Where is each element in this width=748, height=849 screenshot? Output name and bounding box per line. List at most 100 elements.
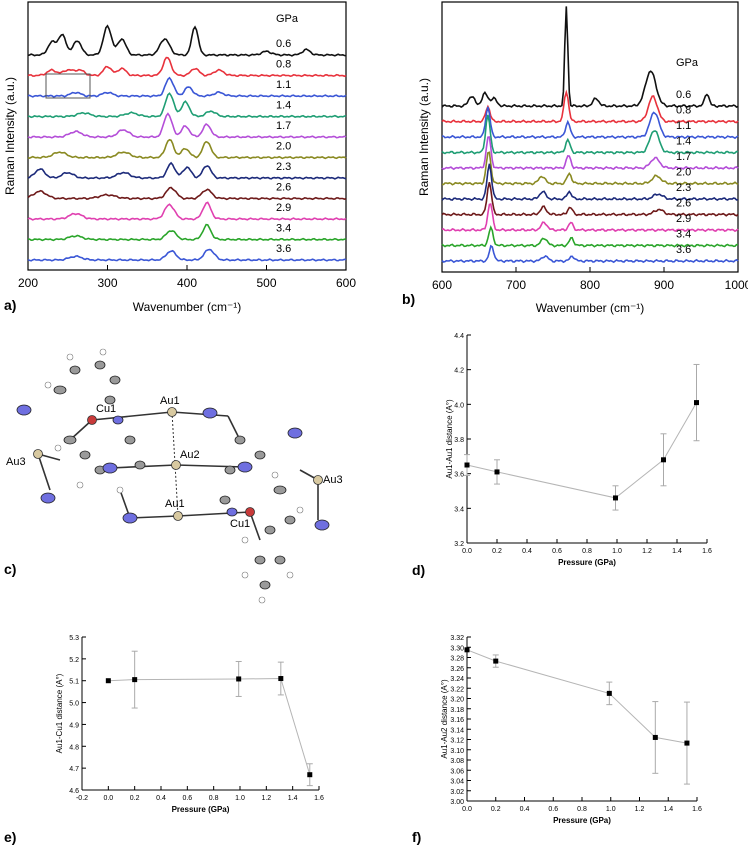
y-axis-label: Au1-Au2 distance (A°) bbox=[440, 679, 449, 759]
data-point bbox=[105, 678, 111, 684]
gold-atoms bbox=[33, 407, 323, 521]
data-point bbox=[278, 676, 284, 682]
panel-label: a) bbox=[4, 297, 16, 313]
y-tick-label: 3.32 bbox=[450, 635, 464, 642]
y-tick-label: 3.04 bbox=[450, 779, 464, 786]
trend-line bbox=[108, 677, 311, 775]
spectrum-line bbox=[27, 76, 347, 98]
x-tick-label: 600 bbox=[336, 276, 356, 290]
spectrum-line bbox=[441, 6, 739, 109]
y-tick-label: 4.9 bbox=[69, 722, 79, 729]
panel-label: e) bbox=[4, 829, 16, 845]
y-tick-label: 3.22 bbox=[450, 686, 464, 693]
atom-label: Au1 bbox=[160, 395, 180, 407]
x-tick-label: 0.2 bbox=[130, 795, 140, 802]
y-axis-label: Au1-Cu1 distance (A°) bbox=[55, 673, 64, 753]
y-tick-label: 3.20 bbox=[450, 697, 464, 704]
x-tick-label: 1.2 bbox=[261, 795, 271, 802]
data-point bbox=[493, 658, 499, 664]
y-tick-label: 5.3 bbox=[69, 635, 79, 642]
x-tick-label: 0.6 bbox=[182, 795, 192, 802]
data-point bbox=[661, 457, 666, 463]
x-axis-label: Pressure (GPa) bbox=[558, 558, 616, 567]
spectrum-line bbox=[27, 248, 347, 262]
y-tick-label: 5.2 bbox=[69, 657, 79, 664]
y-tick-label: 4.8 bbox=[69, 744, 79, 751]
series-label: 2.9 bbox=[276, 202, 291, 214]
data-point bbox=[464, 462, 470, 468]
y-tick-label: 3.8 bbox=[454, 437, 464, 444]
x-tick-label: 800 bbox=[580, 278, 600, 292]
series-label: 2.9 bbox=[676, 213, 691, 225]
series-label: 2.6 bbox=[276, 182, 291, 194]
raman-spectrum-high-wavenumber: 600 700 800 900 1000 Wavenumber (cm⁻¹) Raman I… bbox=[402, 1, 748, 315]
y-tick-label: 3.16 bbox=[450, 717, 464, 724]
spectrum-line bbox=[27, 56, 347, 78]
nitrogen-atoms bbox=[16, 404, 330, 531]
series-label: 3.4 bbox=[276, 223, 291, 235]
x-tick-label: 1.4 bbox=[672, 548, 682, 555]
series-label: 2.6 bbox=[676, 198, 691, 210]
y-tick-label: 3.26 bbox=[450, 666, 464, 673]
spectrum-line bbox=[441, 244, 739, 264]
legend-title: GPa bbox=[676, 57, 699, 69]
x-tick-label: 0.0 bbox=[462, 548, 472, 555]
spectrum-line bbox=[441, 136, 739, 171]
ligand-cluster-top bbox=[53, 360, 146, 475]
series-label: 1.4 bbox=[276, 100, 291, 112]
y-tick-label: 4.4 bbox=[454, 333, 464, 340]
y-tick-label: 3.18 bbox=[450, 707, 464, 714]
series-label: 1.7 bbox=[676, 151, 691, 163]
data-point bbox=[606, 690, 612, 696]
y-tick-label: 4.0 bbox=[454, 402, 464, 409]
series-label: 2.3 bbox=[676, 182, 691, 194]
x-tick-label: 1000 bbox=[725, 278, 748, 292]
y-tick-label: 3.24 bbox=[450, 676, 464, 683]
data-point bbox=[132, 677, 138, 683]
spectrum-line bbox=[27, 24, 347, 57]
trend-line bbox=[466, 649, 687, 744]
y-axis-label: Raman Intensity (a.u.) bbox=[417, 78, 431, 196]
x-tick-label: 0.6 bbox=[552, 548, 562, 555]
data-point bbox=[652, 734, 658, 740]
series-label: 2.0 bbox=[676, 167, 691, 179]
series-label: 3.4 bbox=[676, 229, 691, 241]
highlight-box bbox=[45, 73, 91, 99]
x-tick-label: 1.6 bbox=[702, 548, 712, 555]
series-label: 1.7 bbox=[276, 120, 291, 132]
atom-label: Cu1 bbox=[230, 518, 250, 530]
x-tick-label: 0.4 bbox=[522, 548, 532, 555]
x-tick-label: 700 bbox=[506, 278, 526, 292]
spectrum-line bbox=[441, 114, 739, 155]
ligand-cluster-bottom bbox=[219, 435, 296, 590]
panel-label: d) bbox=[412, 562, 425, 578]
spectrum-line bbox=[27, 112, 347, 139]
series-label: 3.6 bbox=[276, 243, 291, 255]
data-point bbox=[236, 676, 242, 682]
x-axis-label: Pressure (GPa) bbox=[553, 816, 611, 825]
spectrum-line bbox=[27, 223, 347, 242]
spectrum-line bbox=[442, 151, 739, 186]
raman-spectrum-low-wavenumber: 200 300 400 500 600 Wavenumber (cm⁻¹) Raman In… bbox=[3, 1, 356, 314]
y-tick-label: 3.02 bbox=[450, 789, 464, 796]
atom-label: Au1 bbox=[165, 498, 185, 510]
x-tick-label: 1.4 bbox=[288, 795, 298, 802]
y-axis-label: Au1-Au1 distance (A°) bbox=[445, 399, 454, 479]
spectrum-line bbox=[27, 186, 347, 201]
data-point bbox=[613, 495, 618, 501]
x-tick-label: 1.0 bbox=[235, 795, 245, 802]
atom-label: Cu1 bbox=[96, 403, 116, 415]
y-tick-label: 3.30 bbox=[450, 645, 464, 652]
series-label: 0.8 bbox=[676, 105, 691, 117]
spectrum-line bbox=[27, 201, 347, 221]
y-tick-label: 4.7 bbox=[69, 766, 79, 773]
hydrogen-atoms bbox=[44, 348, 304, 604]
panel-label: b) bbox=[402, 291, 415, 307]
x-tick-label: 1.0 bbox=[606, 806, 616, 813]
x-tick-label: 0.8 bbox=[577, 806, 587, 813]
data-point bbox=[694, 400, 699, 406]
x-tick-label: 0.8 bbox=[582, 548, 592, 555]
data-point bbox=[494, 469, 500, 475]
spectrum-line bbox=[27, 138, 347, 160]
